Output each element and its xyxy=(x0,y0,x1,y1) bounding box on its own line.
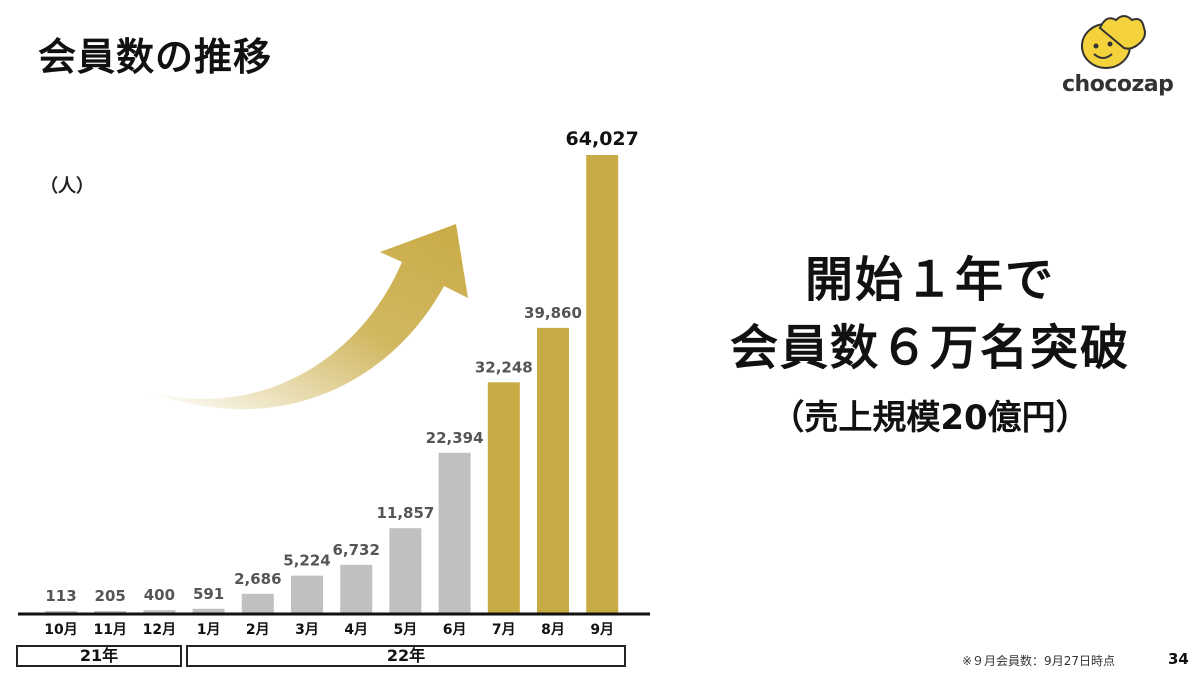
logo-text: chocozap xyxy=(1062,72,1174,97)
month-tick-label: 3月 xyxy=(295,622,319,638)
bar-value-label: 32,248 xyxy=(475,358,533,376)
bar-1月 xyxy=(192,608,225,613)
bar-value-label: 64,027 xyxy=(566,128,639,150)
bar-9月 xyxy=(586,155,619,613)
bar-value-label: 591 xyxy=(193,585,224,603)
month-tick-label: 7月 xyxy=(492,622,516,638)
bar-12月 xyxy=(143,610,176,613)
month-tick-label: 2月 xyxy=(246,622,270,638)
bar-7月 xyxy=(487,382,520,613)
headline-line-2: 会員数６万名突破 xyxy=(729,320,1130,376)
bar-value-label: 400 xyxy=(144,586,175,604)
month-tick-label: 1月 xyxy=(197,622,221,638)
growth-arrow-icon xyxy=(150,224,468,410)
headline-line-3: （売上規模20億円） xyxy=(770,398,1090,438)
footnote: ※９月会員数：9月27日時点 xyxy=(962,654,1115,668)
month-tick-label: 12月 xyxy=(143,622,176,638)
headline-line-1: 開始１年で xyxy=(804,252,1055,308)
chocozap-logo: chocozap xyxy=(1062,12,1174,102)
month-tick-label: 9月 xyxy=(590,622,614,638)
bar-8月 xyxy=(537,327,569,613)
month-tick-label: 5月 xyxy=(394,622,418,638)
month-tick-label: 6月 xyxy=(443,622,467,638)
unit-label: （人） xyxy=(40,176,94,197)
month-tick-label: 10月 xyxy=(44,622,77,638)
month-tick-label: 8月 xyxy=(541,622,565,638)
bar-11月 xyxy=(94,611,127,613)
page-number: 34 xyxy=(1168,650,1189,668)
bar-value-label: 205 xyxy=(95,587,126,605)
bar-5月 xyxy=(389,528,422,613)
smiling-face-hand-logo-icon xyxy=(1081,15,1146,69)
bar-value-label: 113 xyxy=(45,587,76,605)
bar-value-label: 11,857 xyxy=(376,504,434,522)
page-title: 会員数の推移 xyxy=(38,35,273,79)
bar-10月 xyxy=(45,611,77,613)
bar-value-label: 5,224 xyxy=(283,552,330,570)
bar-value-label: 6,732 xyxy=(332,541,379,559)
bar-2月 xyxy=(241,593,274,613)
bar-4月 xyxy=(340,564,373,613)
member-count-bar-chart: 113 10月 205 11月 400 12月 591 1月 2,686 2月 5,224 3月 6,7… xyxy=(18,128,650,638)
year-group-22年: 22年 xyxy=(186,645,626,667)
month-tick-label: 11月 xyxy=(93,622,126,638)
month-tick-label: 4月 xyxy=(344,622,368,638)
year-group-21年: 21年 xyxy=(16,645,182,667)
bar-value-label: 2,686 xyxy=(234,570,281,588)
bar-3月 xyxy=(291,575,323,613)
bar-value-label: 22,394 xyxy=(426,429,484,447)
bar-6月 xyxy=(438,452,471,613)
bar-value-label: 39,860 xyxy=(524,304,582,322)
